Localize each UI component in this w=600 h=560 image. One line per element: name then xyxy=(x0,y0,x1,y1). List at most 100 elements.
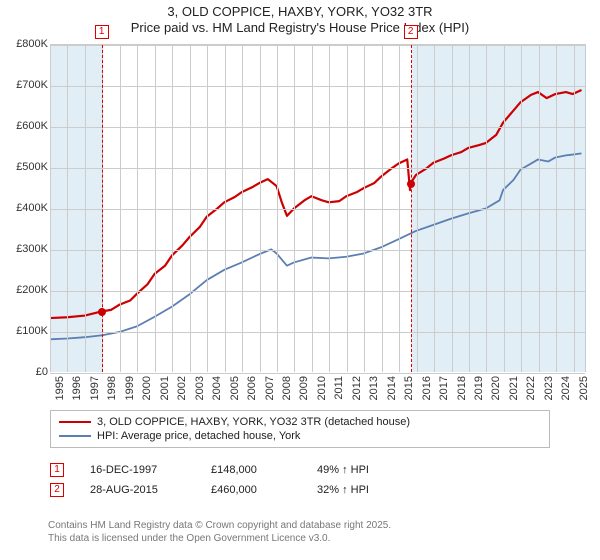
x-tick-label: 1997 xyxy=(89,376,101,400)
event-badge: 2 xyxy=(404,25,418,39)
gridline-v xyxy=(294,45,295,372)
series-hpi xyxy=(50,153,582,339)
gridline-v xyxy=(382,45,383,372)
gridline-v xyxy=(574,45,575,372)
event-row-price: £148,000 xyxy=(211,464,291,476)
gridline-v xyxy=(329,45,330,372)
y-tick-label: £400K xyxy=(8,202,48,214)
gridline-v xyxy=(85,45,86,372)
x-tick-label: 1999 xyxy=(124,376,136,400)
chart-title-block: 3, OLD COPPICE, HAXBY, YORK, YO32 3TR Pr… xyxy=(0,0,600,37)
gridline-v xyxy=(155,45,156,372)
x-tick-label: 1998 xyxy=(106,376,118,400)
event-row-hpi: 49% ↑ HPI xyxy=(317,464,369,476)
legend-label: HPI: Average price, detached house, York xyxy=(97,430,300,442)
y-tick-label: £700K xyxy=(8,79,48,91)
footer: Contains HM Land Registry data © Crown c… xyxy=(48,520,391,545)
y-tick-label: £0 xyxy=(8,366,48,378)
x-tick-label: 2011 xyxy=(333,376,345,400)
y-tick-label: £500K xyxy=(8,161,48,173)
event-row-date: 16-DEC-1997 xyxy=(90,464,185,476)
legend-item: HPI: Average price, detached house, York xyxy=(59,429,541,443)
x-tick-label: 2001 xyxy=(159,376,171,400)
event-badge: 1 xyxy=(95,25,109,39)
x-tick-label: 2021 xyxy=(508,376,520,400)
gridline-v xyxy=(277,45,278,372)
gridline-v xyxy=(260,45,261,372)
gridline-v xyxy=(50,45,51,372)
gridline-v xyxy=(539,45,540,372)
x-tick-label: 2002 xyxy=(176,376,188,400)
legend: 3, OLD COPPICE, HAXBY, YORK, YO32 3TR (d… xyxy=(50,410,550,448)
x-tick-label: 2015 xyxy=(403,376,415,400)
legend-swatch xyxy=(59,421,91,423)
gridline-v xyxy=(434,45,435,372)
event-row-badge: 1 xyxy=(50,463,64,477)
y-tick-label: £100K xyxy=(8,325,48,337)
x-tick-label: 1995 xyxy=(54,376,66,400)
event-row: 1 16-DEC-1997 £148,000 49% ↑ HPI xyxy=(50,460,369,480)
x-tick-label: 2009 xyxy=(298,376,310,400)
x-tick-label: 2025 xyxy=(578,376,590,400)
x-tick-label: 2006 xyxy=(246,376,258,400)
gridline-v xyxy=(225,45,226,372)
title-line-2: Price paid vs. HM Land Registry's House … xyxy=(0,20,600,36)
x-tick-label: 2024 xyxy=(560,376,572,400)
gridline-v xyxy=(556,45,557,372)
y-tick-label: £600K xyxy=(8,120,48,132)
x-tick-label: 1996 xyxy=(71,376,83,400)
x-tick-label: 2004 xyxy=(211,376,223,400)
footer-line-2: This data is licensed under the Open Gov… xyxy=(48,533,391,546)
x-tick-label: 2010 xyxy=(316,376,328,400)
legend-label: 3, OLD COPPICE, HAXBY, YORK, YO32 3TR (d… xyxy=(97,416,410,428)
gridline-v xyxy=(120,45,121,372)
y-tick-label: £800K xyxy=(8,38,48,50)
event-row-price: £460,000 xyxy=(211,484,291,496)
x-tick-label: 2000 xyxy=(141,376,153,400)
gridline-v xyxy=(452,45,453,372)
x-tick-label: 2017 xyxy=(438,376,450,400)
event-row-date: 28-AUG-2015 xyxy=(90,484,185,496)
x-tick-label: 2022 xyxy=(525,376,537,400)
x-tick-label: 2019 xyxy=(473,376,485,400)
gridline-v xyxy=(312,45,313,372)
x-tick-label: 2008 xyxy=(281,376,293,400)
y-tick-label: £300K xyxy=(8,243,48,255)
gridline-v xyxy=(364,45,365,372)
x-tick-label: 2003 xyxy=(194,376,206,400)
event-row-hpi: 32% ↑ HPI xyxy=(317,484,369,496)
title-line-1: 3, OLD COPPICE, HAXBY, YORK, YO32 3TR xyxy=(0,4,600,20)
gridline-v xyxy=(67,45,68,372)
gridline-v xyxy=(172,45,173,372)
x-tick-label: 2007 xyxy=(264,376,276,400)
legend-swatch xyxy=(59,435,91,437)
footer-line-1: Contains HM Land Registry data © Crown c… xyxy=(48,520,391,533)
event-marker xyxy=(407,180,415,188)
event-line xyxy=(102,45,103,372)
event-marker xyxy=(98,308,106,316)
plot-area: 12 xyxy=(50,44,586,372)
x-tick-label: 2014 xyxy=(386,376,398,400)
gridline-v xyxy=(504,45,505,372)
x-tick-label: 2023 xyxy=(543,376,555,400)
gridline-v xyxy=(417,45,418,372)
x-tick-label: 2016 xyxy=(421,376,433,400)
gridline-v xyxy=(486,45,487,372)
x-tick-label: 2020 xyxy=(490,376,502,400)
x-tick-label: 2012 xyxy=(351,376,363,400)
series-price_paid xyxy=(50,90,582,318)
x-tick-label: 2018 xyxy=(456,376,468,400)
x-axis: 1995 1996 1997 1998 1999 2000 2001 2002 2003 2004… xyxy=(50,374,586,404)
x-tick-label: 2005 xyxy=(229,376,241,400)
event-row: 2 28-AUG-2015 £460,000 32% ↑ HPI xyxy=(50,480,369,500)
gridline-v xyxy=(521,45,522,372)
chart: £0£100K£200K£300K£400K£500K£600K£700K£80… xyxy=(8,44,592,404)
event-row-badge: 2 xyxy=(50,483,64,497)
gridline-v xyxy=(399,45,400,372)
gridline-v xyxy=(137,45,138,372)
gridline-v xyxy=(190,45,191,372)
event-line xyxy=(411,45,412,372)
gridline-v xyxy=(347,45,348,372)
legend-item: 3, OLD COPPICE, HAXBY, YORK, YO32 3TR (d… xyxy=(59,415,541,429)
events-table: 1 16-DEC-1997 £148,000 49% ↑ HPI 2 28-AUG-201… xyxy=(50,460,369,500)
